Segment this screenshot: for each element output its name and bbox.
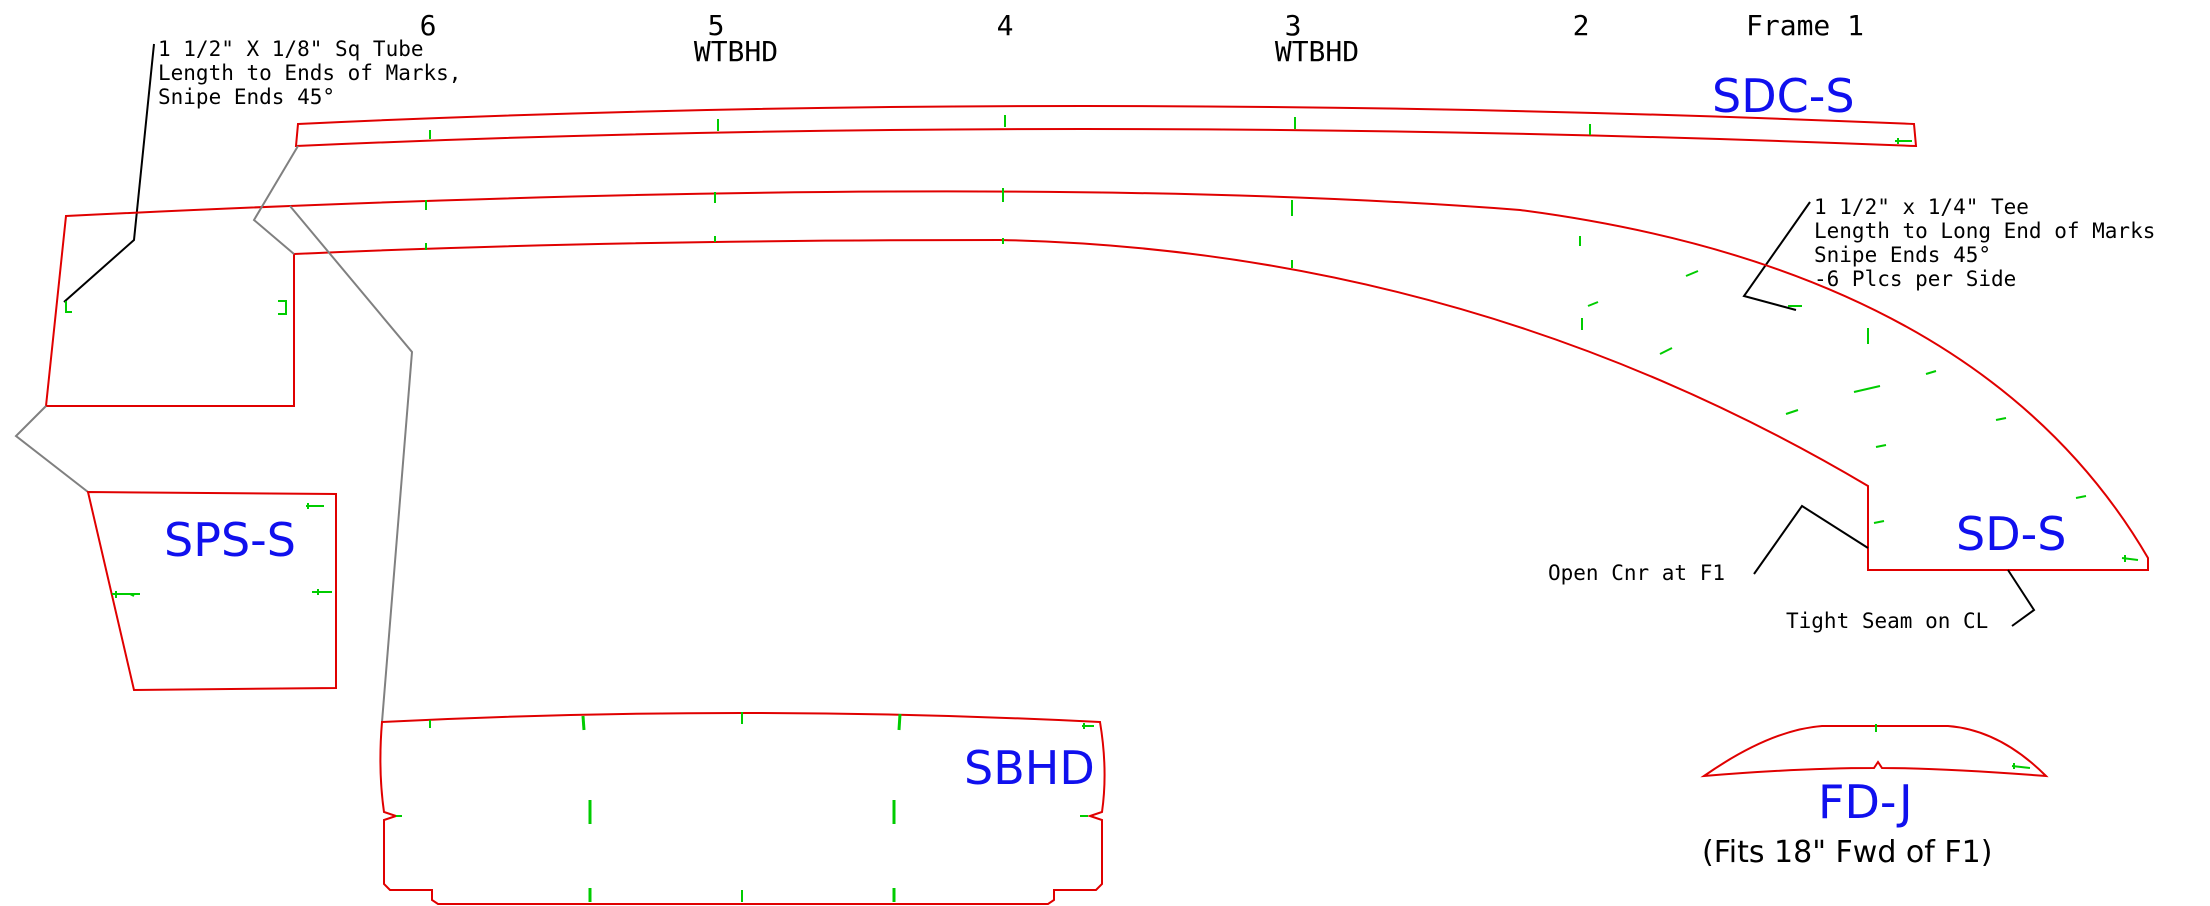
frame-1-label: Frame 1 <box>1746 9 1864 42</box>
open-corner-note: Open Cnr at F1 <box>1548 561 1725 585</box>
sbhd-frame-3-mark-top <box>897 713 902 731</box>
sd-end-mark <box>2121 555 2139 562</box>
fd-j-outline <box>1700 725 2049 778</box>
tee-note-line-3: Snipe Ends 45° <box>1814 243 1991 267</box>
tube-note: 1 1/2" X 1/8" Sq Tube Length to Ends of … <box>63 37 461 303</box>
frame-3-label: 3 <box>1285 9 1302 42</box>
fd-j-label: FD-J <box>1818 775 1913 829</box>
frame-5-label: 5 <box>708 9 725 42</box>
sps-mark-left <box>112 591 140 598</box>
tee-note-line-1: 1 1/2" x 1/4" Tee <box>1814 195 2029 219</box>
part-sd-s: SD-S <box>44 188 2149 571</box>
sd-s-label: SD-S <box>1956 507 2066 561</box>
frame-5-wtbhd-label: WTBHD <box>694 35 778 68</box>
part-sps-s: SPS-S <box>86 490 337 692</box>
sbhd-label: SBHD <box>964 741 1095 795</box>
fd-end-mark <box>2011 763 2031 769</box>
sbhd-outline <box>379 712 1106 905</box>
sbhd-frame-5-mark-top <box>581 715 586 731</box>
sps-s-outline <box>86 490 337 692</box>
sd-tee-mark-7 <box>1925 370 1937 375</box>
sd-tee-mark-2 <box>1685 270 1699 277</box>
open-corner-leader <box>1753 504 1869 575</box>
sd-s-outline <box>44 190 2149 571</box>
tube-note-line-3: Snipe Ends 45° <box>158 85 335 109</box>
association-lines <box>14 145 414 723</box>
tube-note-line-2: Length to Ends of Marks, <box>158 61 461 85</box>
sps-end-mark-top <box>306 503 324 509</box>
tee-note-line-2: Length to Long End of Marks <box>1814 219 2155 243</box>
frame-6-label: 6 <box>420 9 437 42</box>
tight-seam-note: Tight Seam on CL <box>1786 609 1988 633</box>
sd-tube-mark-right <box>278 300 287 315</box>
frame-2-label: 2 <box>1573 9 1590 42</box>
sd-tee-mark-9 <box>1995 417 2007 421</box>
fd-j-fit-note: (Fits 18" Fwd of F1) <box>1702 835 1992 870</box>
tube-leader-line <box>63 43 155 303</box>
sps-s-label: SPS-S <box>164 513 296 567</box>
tube-note-line-1: 1 1/2" X 1/8" Sq Tube <box>158 37 424 61</box>
sbhd-end-mark <box>1082 723 1094 729</box>
sd-tee-mark-1 <box>1587 301 1599 307</box>
assoc-sdc-to-sd <box>252 145 299 255</box>
part-sbhd: SBHD <box>379 712 1106 905</box>
part-fd-j: FD-J (Fits 18" Fwd of F1) <box>1700 724 2049 870</box>
sd-callouts: Open Cnr at F1 Tight Seam on CL <box>1548 504 2036 633</box>
frame-labels: 6 5 WTBHD 4 3 WTBHD 2 Frame 1 <box>420 9 1864 68</box>
tee-leader-line <box>1742 201 1811 311</box>
assoc-sd-to-sbhd <box>289 205 414 723</box>
frame-3-wtbhd-label: WTBHD <box>1275 35 1359 68</box>
assoc-sd-to-sps <box>14 405 89 493</box>
sd-tee-mark-11 <box>2075 495 2087 499</box>
frame-4-label: 4 <box>997 9 1014 42</box>
tee-note-line-4: -6 Plcs per Side <box>1814 267 2016 291</box>
tee-note: 1 1/2" x 1/4" Tee Length to Long End of … <box>1742 195 2155 311</box>
sd-tee-mark-8 <box>1875 444 1887 448</box>
sd-tee-mark-3 <box>1659 347 1673 355</box>
sd-tee-mark-5 <box>1785 409 1799 415</box>
sdc-end-mark <box>1895 138 1912 144</box>
part-sdc-s: SDC-S <box>294 69 1918 148</box>
tight-seam-leader <box>2007 569 2036 627</box>
sd-tee-mark-6 <box>1853 385 1881 393</box>
sdc-s-outline <box>294 105 1918 148</box>
sdc-s-label: SDC-S <box>1712 69 1855 123</box>
sd-tube-mark-left <box>65 301 72 313</box>
sd-tee-mark-10 <box>1873 520 1885 524</box>
sps-mark-right <box>312 589 332 595</box>
